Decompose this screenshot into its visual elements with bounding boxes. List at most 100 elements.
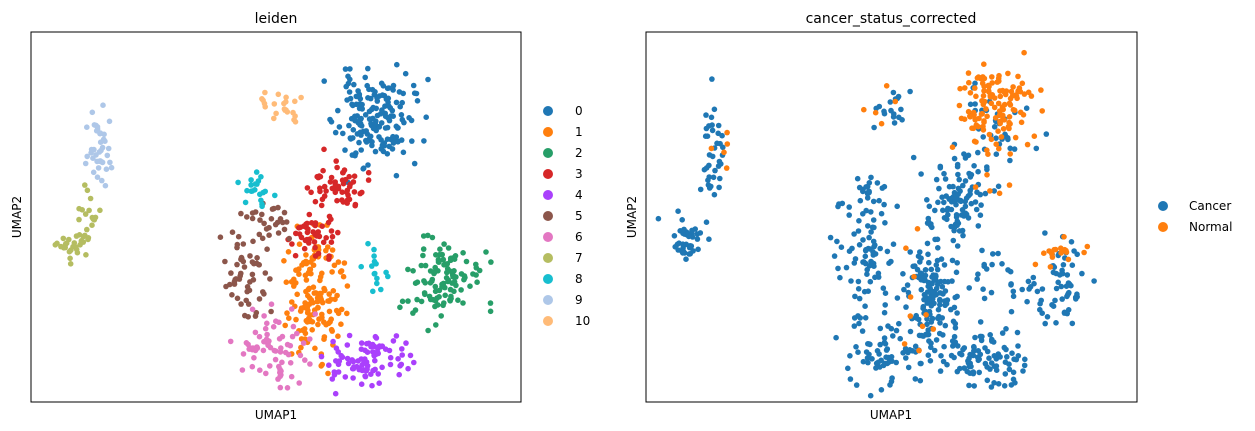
data-point-4 xyxy=(345,360,352,367)
data-point-cancer xyxy=(864,266,870,273)
data-point-3 xyxy=(289,241,295,247)
data-point-4 xyxy=(405,365,411,372)
data-point-cancer xyxy=(1033,145,1040,152)
data-point-cancer xyxy=(882,290,889,297)
data-point-4 xyxy=(374,349,381,356)
data-point-cancer xyxy=(929,288,936,295)
data-point-10 xyxy=(275,91,282,98)
data-point-cancer xyxy=(940,207,946,214)
data-point-2 xyxy=(429,278,435,285)
data-point-1 xyxy=(284,310,290,316)
data-point-normal xyxy=(957,85,963,92)
data-point-3 xyxy=(319,223,326,229)
data-point-0 xyxy=(356,139,362,146)
data-point-cancer xyxy=(952,320,959,327)
data-point-normal xyxy=(1015,73,1021,80)
data-point-0 xyxy=(398,112,405,118)
data-point-normal xyxy=(901,341,908,347)
data-point-8 xyxy=(365,240,371,247)
data-point-4 xyxy=(344,355,351,362)
data-point-cancer xyxy=(681,226,687,233)
data-point-6 xyxy=(227,338,234,345)
data-point-0 xyxy=(362,112,369,118)
data-point-5 xyxy=(231,278,238,285)
data-point-1 xyxy=(328,296,334,303)
data-point-2 xyxy=(440,256,447,263)
data-point-cancer xyxy=(686,233,692,240)
data-point-normal xyxy=(991,104,998,111)
data-point-4 xyxy=(387,361,394,368)
data-point-5 xyxy=(237,273,243,279)
data-point-3 xyxy=(328,228,335,234)
data-point-cancer xyxy=(889,358,895,365)
data-point-cancer xyxy=(860,358,867,365)
data-point-cancer xyxy=(988,384,995,390)
data-point-1 xyxy=(307,266,313,273)
data-point-cancer xyxy=(932,207,938,214)
data-point-cancer xyxy=(709,76,715,82)
data-point-0 xyxy=(352,113,358,120)
data-point-8 xyxy=(374,280,380,287)
data-point-cancer xyxy=(940,332,946,338)
data-point-normal xyxy=(1016,85,1023,91)
data-point-cancer xyxy=(989,338,995,344)
data-point-cancer xyxy=(871,124,877,131)
data-point-7 xyxy=(85,236,91,243)
data-point-normal xyxy=(861,106,867,113)
data-point-cancer xyxy=(895,93,902,100)
data-point-0 xyxy=(399,99,406,106)
data-point-normal xyxy=(930,326,937,332)
data-point-2 xyxy=(425,232,431,239)
data-point-6 xyxy=(289,306,295,312)
data-point-5 xyxy=(259,235,266,242)
data-point-cancer xyxy=(870,238,877,245)
legend-label: 4 xyxy=(575,188,583,202)
data-point-1 xyxy=(293,316,299,323)
data-point-cancer xyxy=(1002,359,1009,366)
data-point-6 xyxy=(254,345,261,351)
data-point-5 xyxy=(234,295,241,302)
data-point-normal xyxy=(1038,87,1044,93)
data-point-cancer xyxy=(1014,329,1021,336)
data-point-5 xyxy=(263,226,270,232)
data-point-2 xyxy=(433,252,439,258)
data-point-cancer xyxy=(980,286,986,293)
data-point-3 xyxy=(315,229,322,235)
data-point-8 xyxy=(255,178,262,184)
data-point-normal xyxy=(1065,256,1072,263)
data-point-cancer xyxy=(849,245,855,252)
data-point-cancer xyxy=(1049,302,1055,308)
data-point-5 xyxy=(250,238,256,245)
data-point-3 xyxy=(300,223,307,229)
data-point-cancer xyxy=(715,163,722,169)
data-point-0 xyxy=(384,151,391,157)
data-point-cancer xyxy=(938,353,944,359)
data-point-1 xyxy=(322,287,328,294)
data-point-cancer xyxy=(955,171,961,178)
data-point-normal xyxy=(986,131,993,138)
data-point-1 xyxy=(310,284,317,291)
data-point-1 xyxy=(341,260,348,266)
data-point-0 xyxy=(356,101,362,108)
scatter-points xyxy=(655,49,1097,399)
data-point-0 xyxy=(386,117,393,124)
data-point-cancer xyxy=(993,367,1000,374)
data-point-cancer xyxy=(1007,145,1013,152)
data-point-9 xyxy=(106,118,113,125)
data-point-cancer xyxy=(1004,354,1010,360)
data-point-2 xyxy=(425,327,431,334)
data-point-2 xyxy=(488,259,494,265)
data-point-cancer xyxy=(926,338,932,344)
data-point-cancer xyxy=(1079,270,1085,277)
data-point-0 xyxy=(336,124,343,130)
data-point-cancer xyxy=(864,195,871,201)
data-point-cancer xyxy=(972,80,978,87)
data-point-normal xyxy=(1000,126,1007,132)
data-point-cancer xyxy=(932,236,938,243)
data-point-cancer xyxy=(935,245,941,251)
data-point-cancer xyxy=(861,288,868,295)
data-point-3 xyxy=(317,185,323,191)
data-point-8 xyxy=(257,191,263,198)
data-point-cancer xyxy=(694,231,701,237)
data-point-5 xyxy=(240,241,247,247)
